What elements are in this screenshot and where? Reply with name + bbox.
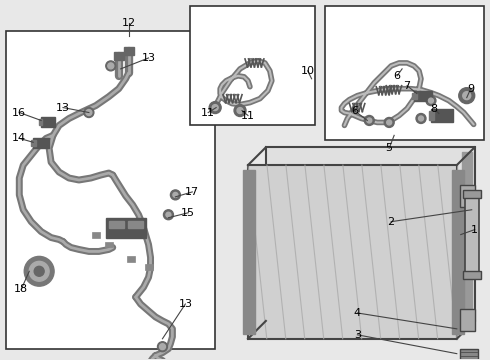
Circle shape	[367, 118, 372, 123]
Circle shape	[29, 261, 49, 281]
Bar	[92, 231, 100, 238]
Circle shape	[237, 108, 243, 113]
Circle shape	[387, 120, 392, 125]
Bar	[123, 47, 134, 55]
Text: 16: 16	[12, 108, 26, 117]
Circle shape	[416, 113, 426, 123]
Bar	[190, 6, 315, 125]
Bar	[248, 165, 457, 339]
Text: 3: 3	[354, 330, 361, 340]
Bar	[463, 190, 481, 198]
Text: 18: 18	[14, 284, 28, 294]
Text: 7: 7	[403, 81, 411, 91]
Bar	[105, 242, 113, 247]
Circle shape	[365, 116, 374, 125]
Text: 13: 13	[142, 53, 155, 63]
Circle shape	[463, 92, 471, 100]
Bar	[460, 309, 475, 331]
Bar	[41, 117, 55, 127]
Bar	[412, 93, 417, 99]
Text: 8: 8	[430, 104, 438, 113]
Text: 4: 4	[354, 308, 361, 318]
Text: 15: 15	[181, 208, 196, 218]
Circle shape	[384, 117, 394, 127]
Bar	[31, 140, 36, 146]
Bar	[429, 111, 434, 121]
Circle shape	[157, 342, 168, 352]
Bar	[452, 170, 464, 334]
Bar	[109, 221, 123, 228]
Bar	[114, 52, 123, 60]
Text: 9: 9	[467, 84, 474, 94]
Bar	[460, 185, 475, 207]
Text: 5: 5	[386, 143, 392, 153]
Circle shape	[84, 108, 94, 117]
Circle shape	[173, 192, 178, 197]
Circle shape	[171, 190, 180, 200]
Bar	[465, 195, 479, 274]
Circle shape	[209, 102, 221, 113]
Bar	[431, 109, 453, 122]
Circle shape	[24, 256, 54, 286]
Bar	[127, 256, 135, 262]
Text: 11: 11	[241, 111, 255, 121]
Bar	[6, 31, 215, 349]
Bar	[462, 152, 472, 316]
Circle shape	[428, 98, 434, 103]
Bar	[39, 120, 42, 125]
Bar	[33, 138, 49, 148]
Text: 12: 12	[122, 18, 136, 28]
Bar	[243, 170, 255, 334]
Bar	[106, 218, 146, 238]
Circle shape	[418, 116, 423, 121]
Circle shape	[166, 212, 171, 217]
Circle shape	[86, 109, 92, 116]
Circle shape	[159, 344, 166, 350]
Bar	[128, 221, 143, 228]
Circle shape	[108, 63, 114, 69]
Circle shape	[234, 105, 246, 117]
Circle shape	[459, 88, 475, 104]
Circle shape	[212, 105, 218, 111]
Text: 1: 1	[471, 225, 478, 235]
Text: 13: 13	[178, 299, 193, 309]
Circle shape	[164, 210, 173, 220]
Text: 11: 11	[201, 108, 215, 117]
Text: 2: 2	[388, 217, 395, 227]
Text: 17: 17	[185, 187, 199, 197]
Text: 14: 14	[12, 133, 26, 143]
Text: 6: 6	[351, 105, 358, 116]
Circle shape	[426, 96, 436, 105]
Bar	[460, 349, 478, 360]
Bar	[463, 271, 481, 279]
Text: 13: 13	[56, 103, 70, 113]
Bar	[414, 91, 432, 100]
Bar	[324, 6, 484, 140]
Bar	[145, 264, 152, 270]
Text: 6: 6	[393, 71, 401, 81]
Circle shape	[34, 266, 44, 276]
Text: 10: 10	[301, 66, 315, 76]
Circle shape	[106, 61, 116, 71]
Bar	[266, 147, 475, 321]
